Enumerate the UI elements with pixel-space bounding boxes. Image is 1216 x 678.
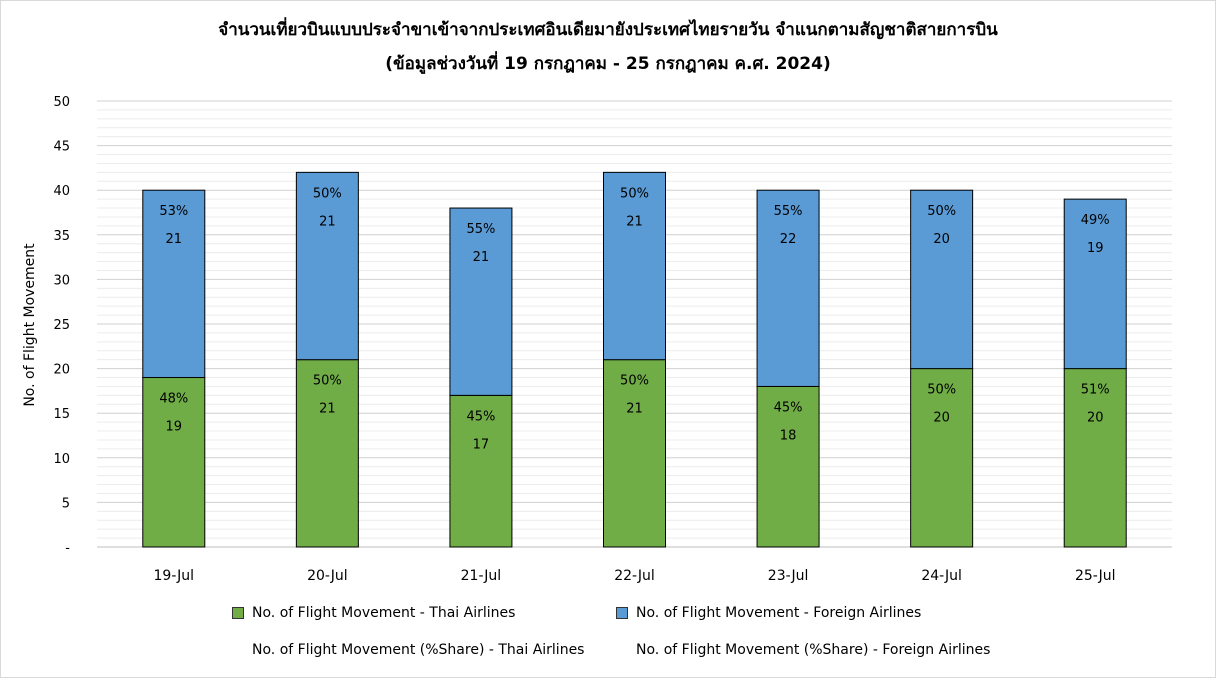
share-label-foreign: 50%: [313, 186, 342, 201]
share-label-thai: 45%: [466, 409, 495, 424]
bar-thai: [910, 368, 974, 548]
value-label-thai: 18: [780, 428, 797, 443]
value-label-foreign: 19: [1087, 241, 1104, 256]
bar-foreign: [295, 171, 359, 361]
legend-swatch-foreign: [616, 607, 628, 619]
y-tick-label: 15: [53, 407, 70, 422]
chart-subtitle: (ข้อมูลช่วงวันที่ 19 กรกฎาคม - 25 กรกฎาค…: [385, 54, 831, 74]
x-tick-label: 20-Jul: [307, 568, 348, 584]
bar-thai: [603, 359, 666, 548]
share-label-thai: 50%: [927, 383, 956, 398]
legend-label-thai: No. of Flight Movement - Thai Airlines: [252, 605, 516, 621]
value-label-thai: 17: [473, 437, 490, 452]
legend-item-foreign: No. of Flight Movement - Foreign Airline…: [616, 605, 921, 621]
share-label-thai: 48%: [159, 392, 188, 407]
legend-label-foreign-share: No. of Flight Movement (%Share) - Foreig…: [636, 642, 991, 658]
legend-label-thai-share: No. of Flight Movement (%Share) - Thai A…: [252, 642, 585, 658]
value-label-foreign: 21: [319, 214, 336, 229]
x-tick-label: 22-Jul: [614, 568, 655, 584]
value-label-foreign: 21: [626, 214, 643, 229]
value-label-thai: 21: [626, 402, 643, 417]
share-label-foreign: 50%: [620, 186, 649, 201]
share-label-foreign: 50%: [927, 204, 956, 219]
x-tick-label: 24-Jul: [921, 568, 962, 584]
share-label-thai: 51%: [1081, 383, 1110, 398]
y-tick-label: 35: [53, 229, 70, 244]
legend-item-thai-share: No. of Flight Movement (%Share) - Thai A…: [232, 642, 584, 658]
bar-foreign: [142, 189, 206, 379]
share-label-thai: 50%: [620, 374, 649, 389]
y-tick-label: 30: [53, 273, 70, 288]
share-label-foreign: 55%: [466, 222, 495, 237]
value-label-thai: 19: [166, 420, 183, 435]
share-label-thai: 50%: [313, 374, 342, 389]
value-label-thai: 21: [319, 402, 336, 417]
x-tick-label: 25-Jul: [1075, 568, 1116, 584]
y-tick-label: 5: [62, 496, 70, 511]
share-label-foreign: 53%: [159, 204, 188, 219]
x-tick-label: 19-Jul: [154, 568, 195, 584]
value-label-foreign: 21: [473, 250, 490, 265]
bar-foreign: [449, 207, 513, 396]
bar-thai: [1063, 368, 1127, 548]
share-label-thai: 45%: [774, 400, 803, 415]
share-label-foreign: 55%: [774, 204, 803, 219]
chart-title: จำนวนเที่ยวบินแบบประจำขาเข้าจากประเทศอิน…: [218, 20, 998, 40]
legend-item-thai: No. of Flight Movement - Thai Airlines: [232, 605, 515, 621]
y-tick-label: 20: [53, 363, 70, 378]
bar-foreign: [1063, 198, 1127, 370]
bar-foreign: [910, 189, 974, 370]
value-label-foreign: 20: [933, 232, 950, 247]
x-tick-label: 23-Jul: [768, 568, 809, 584]
value-label-foreign: 22: [780, 232, 797, 247]
value-label-thai: 20: [1087, 411, 1104, 426]
y-tick-label: -: [65, 541, 70, 556]
y-tick-label: 25: [53, 318, 70, 333]
legend-swatch-thai-share: [232, 644, 244, 656]
bar-thai: [756, 385, 820, 548]
legend-label-foreign: No. of Flight Movement - Foreign Airline…: [636, 605, 922, 621]
bar-foreign: [756, 189, 820, 387]
x-tick-label: 21-Jul: [461, 568, 502, 584]
value-label-thai: 20: [933, 411, 950, 426]
legend-swatch-foreign-share: [616, 644, 628, 656]
y-tick-label: 40: [53, 184, 70, 199]
y-tick-label: 10: [53, 452, 70, 467]
bar-foreign: [603, 171, 666, 361]
bar-thai: [449, 394, 513, 548]
legend-swatch-thai: [232, 607, 244, 619]
share-label-foreign: 49%: [1081, 213, 1110, 228]
legend-item-foreign-share: No. of Flight Movement (%Share) - Foreig…: [616, 642, 990, 658]
bar-thai: [142, 377, 206, 548]
y-tick-label: 50: [53, 95, 70, 110]
y-tick-label: 45: [53, 140, 70, 155]
value-label-foreign: 21: [166, 232, 183, 247]
